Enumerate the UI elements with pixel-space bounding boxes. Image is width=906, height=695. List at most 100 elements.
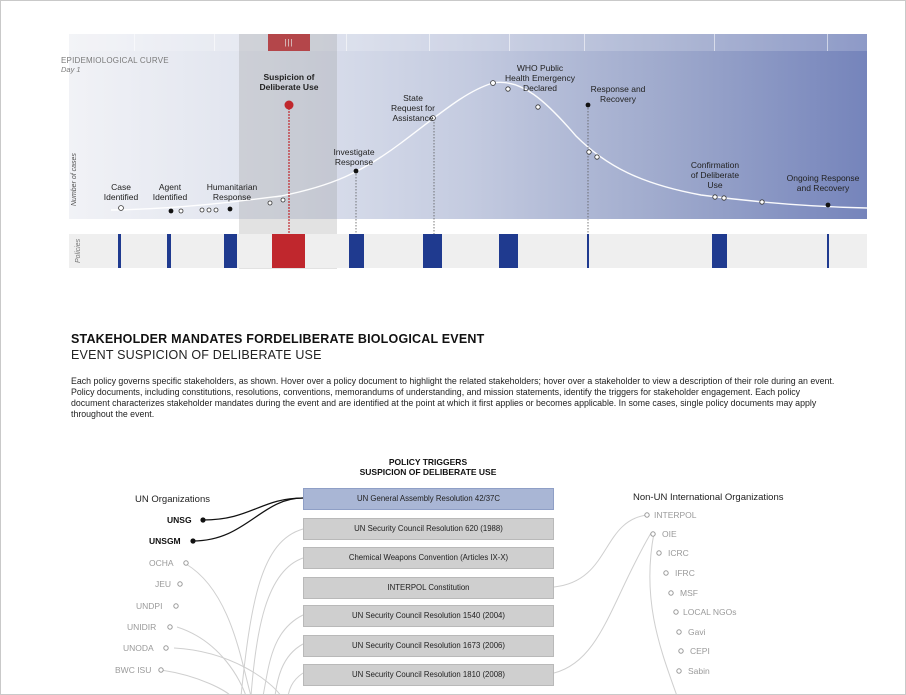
policy-box-cwc[interactable]: Chemical Weapons Convention (Articles IX… bbox=[303, 547, 554, 569]
policy-bar[interactable] bbox=[587, 234, 589, 268]
policies-strip bbox=[69, 234, 867, 268]
stakeholder-interpol[interactable]: INTERPOL bbox=[654, 510, 697, 520]
policy-bar[interactable] bbox=[349, 234, 364, 268]
stakeholder-bwc-isu[interactable]: BWC ISU bbox=[115, 665, 152, 675]
unoda-node[interactable] bbox=[163, 645, 169, 651]
event-point[interactable] bbox=[535, 104, 541, 110]
event-point[interactable] bbox=[227, 206, 233, 212]
event-point[interactable] bbox=[586, 149, 592, 155]
stakeholder-unoda[interactable]: UNODA bbox=[123, 643, 154, 653]
stakeholder-local-ngos[interactable]: LOCAL NGOs bbox=[683, 607, 737, 617]
policy-box-interpol-constitution[interactable]: INTERPOL Constitution bbox=[303, 577, 554, 599]
epidemic-curve-panel: ||| bbox=[69, 34, 867, 219]
active-link-unsg bbox=[202, 497, 304, 521]
policy-box-unscr-1810[interactable]: UN Security Council Resolution 1810 (200… bbox=[303, 664, 554, 686]
unsgm-node[interactable] bbox=[190, 538, 196, 544]
event-label: Agent Identified bbox=[152, 182, 188, 202]
link bbox=[250, 557, 304, 694]
event-point[interactable] bbox=[759, 199, 765, 205]
gavi-node[interactable] bbox=[676, 629, 682, 635]
event-label: Humanitarian Response bbox=[206, 182, 258, 202]
undpi-node[interactable] bbox=[173, 603, 179, 609]
stakeholder-jeu[interactable]: JEU bbox=[155, 579, 172, 589]
icrc-node[interactable] bbox=[656, 550, 662, 556]
curve-title: EPIDEMIOLOGICAL CURVE bbox=[61, 56, 169, 65]
policy-box-unscr-1540[interactable]: UN Security Council Resolution 1540 (200… bbox=[303, 605, 554, 627]
policy-bar[interactable] bbox=[499, 234, 518, 268]
event-point[interactable] bbox=[280, 197, 286, 203]
selected-policy-bar[interactable] bbox=[272, 234, 305, 268]
unidir-node[interactable] bbox=[167, 624, 173, 630]
epidemic-curve bbox=[110, 80, 868, 234]
bwc-isu-node[interactable] bbox=[158, 667, 164, 673]
policy-triggers-title: POLICY TRIGGERS SUSPICION OF DELIBERATE … bbox=[302, 457, 554, 477]
local-ngos-node[interactable] bbox=[673, 609, 679, 615]
stakeholder-unsgm[interactable]: UNSGM bbox=[149, 536, 181, 546]
event-point[interactable] bbox=[353, 168, 359, 174]
stakeholder-ocha[interactable]: OCHA bbox=[149, 558, 174, 568]
ocha-node[interactable] bbox=[183, 560, 189, 566]
event-point[interactable] bbox=[825, 202, 831, 208]
link bbox=[240, 528, 304, 694]
event-label: Confirmation of Deliberate Use bbox=[690, 160, 740, 190]
event-point[interactable] bbox=[199, 207, 205, 213]
policy-box-unscr-620[interactable]: UN Security Council Resolution 620 (1988… bbox=[303, 518, 554, 540]
policy-triggers-event: SUSPICION OF DELIBERATE USE bbox=[359, 467, 497, 477]
event-point[interactable] bbox=[585, 102, 591, 108]
event-point[interactable] bbox=[168, 208, 174, 214]
event-point[interactable] bbox=[721, 195, 727, 201]
event-point[interactable] bbox=[206, 207, 212, 213]
timeline-tick bbox=[429, 34, 430, 51]
link bbox=[176, 626, 246, 694]
stakeholder-msf[interactable]: MSF bbox=[680, 588, 698, 598]
selected-event-marker[interactable]: ||| bbox=[268, 34, 310, 51]
event-label: Investigate Response bbox=[333, 147, 375, 167]
policy-box-ungar-42-37c[interactable]: UN General Assembly Resolution 42/37C bbox=[303, 488, 554, 510]
event-point[interactable] bbox=[118, 205, 124, 211]
policy-bar[interactable] bbox=[167, 234, 171, 268]
stakeholder-oie[interactable]: OIE bbox=[662, 529, 677, 539]
policy-bar[interactable] bbox=[712, 234, 727, 268]
stakeholder-ifrc[interactable]: IFRC bbox=[675, 568, 695, 578]
timeline-tick bbox=[134, 34, 135, 51]
link bbox=[160, 669, 230, 694]
non-un-organizations-title: Non-UN International Organizations bbox=[633, 492, 784, 503]
event-point[interactable] bbox=[712, 194, 718, 200]
policy-bar[interactable] bbox=[118, 234, 121, 268]
policy-bar[interactable] bbox=[423, 234, 442, 268]
cepi-node[interactable] bbox=[678, 648, 684, 654]
event-point[interactable] bbox=[213, 207, 219, 213]
interpol-node[interactable] bbox=[644, 512, 650, 518]
ifrc-node[interactable] bbox=[663, 570, 669, 576]
stakeholder-undpi[interactable]: UNDPI bbox=[136, 601, 163, 611]
event-label: Response and Recovery bbox=[590, 84, 646, 104]
stakeholder-unsg[interactable]: UNSG bbox=[167, 515, 192, 525]
stakeholder-unidir[interactable]: UNIDIR bbox=[127, 622, 157, 632]
event-point[interactable] bbox=[178, 208, 184, 214]
un-organizations-title: UN Organizations bbox=[135, 494, 210, 505]
timeline-tick bbox=[214, 34, 215, 51]
timeline-tick bbox=[346, 34, 347, 51]
timeline-tick bbox=[584, 34, 585, 51]
oie-node[interactable] bbox=[650, 531, 656, 537]
event-point[interactable] bbox=[594, 154, 600, 160]
unsg-node[interactable] bbox=[200, 517, 206, 523]
timeline-tick bbox=[827, 34, 828, 51]
stakeholder-cepi[interactable]: CEPI bbox=[690, 646, 710, 656]
selected-event-label: Suspicion of Deliberate Use bbox=[259, 72, 319, 92]
sabin-node[interactable] bbox=[676, 668, 682, 674]
selected-event-point[interactable] bbox=[284, 100, 294, 110]
jeu-node[interactable] bbox=[177, 581, 183, 587]
stakeholder-sabin[interactable]: Sabin bbox=[688, 666, 710, 676]
stakeholder-icrc[interactable]: ICRC bbox=[668, 548, 689, 558]
event-label: Case Identified bbox=[103, 182, 139, 202]
stakeholder-gavi[interactable]: Gavi bbox=[688, 627, 706, 637]
event-point[interactable] bbox=[505, 86, 511, 92]
event-point[interactable] bbox=[490, 80, 496, 86]
event-point[interactable] bbox=[267, 200, 273, 206]
policy-bar[interactable] bbox=[827, 234, 829, 268]
policy-bar[interactable] bbox=[224, 234, 237, 268]
policy-box-unscr-1673[interactable]: UN Security Council Resolution 1673 (200… bbox=[303, 635, 554, 657]
msf-node[interactable] bbox=[668, 590, 674, 596]
event-point[interactable] bbox=[430, 115, 436, 121]
